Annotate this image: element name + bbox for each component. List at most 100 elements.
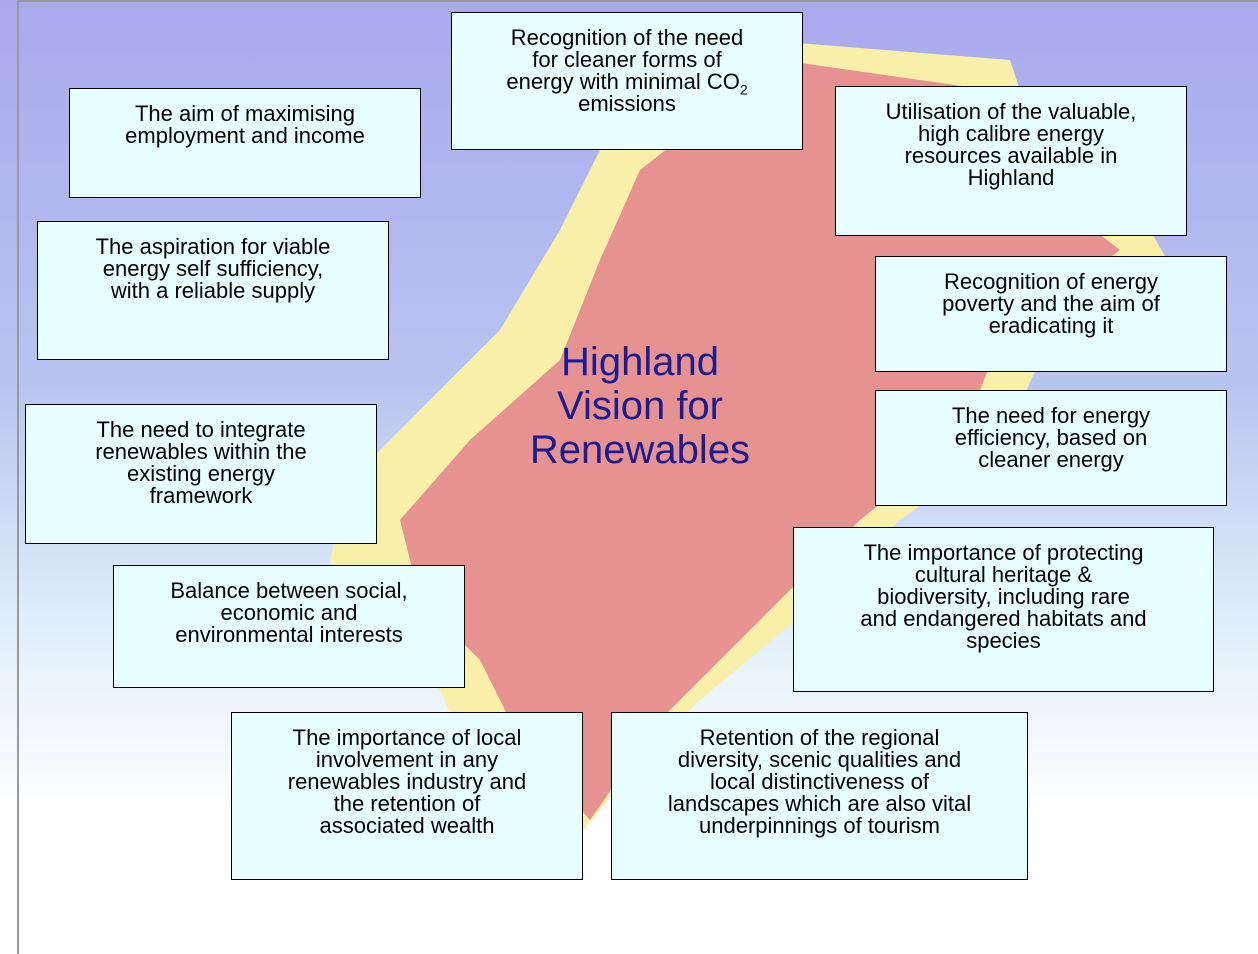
map-relief <box>400 60 1120 820</box>
text: cleaner energy <box>978 447 1124 472</box>
text: Utilisation of the valuable, <box>885 99 1137 124</box>
text-line: framework <box>26 485 376 507</box>
text: The need for energy <box>951 403 1151 428</box>
text: The need to integrate <box>96 417 306 442</box>
text: Retention of the regional <box>699 725 940 750</box>
text: The importance of protecting <box>863 540 1144 565</box>
text: involvement in any <box>315 747 499 772</box>
text-box: Recognition of energy poverty and the aim… <box>875 256 1227 372</box>
text: energy self sufficiency, <box>102 256 324 281</box>
text-line: The aim of maximising <box>70 103 420 125</box>
text: underpinnings of tourism <box>699 813 940 838</box>
text: with a reliable supply <box>110 278 316 303</box>
text-line: biodiversity, including rare <box>794 586 1213 608</box>
text-line: energy self sufficiency, <box>38 258 388 280</box>
text: landscapes which are also vital <box>667 791 972 816</box>
text-line: species <box>794 630 1213 652</box>
text-box: Recognition of the need for cleaner forms… <box>451 12 803 150</box>
text: The aspiration for viable <box>95 234 331 259</box>
text: environmental interests <box>175 622 403 647</box>
text-line: Highland <box>836 167 1186 189</box>
text-line: Recognition of energy <box>876 271 1226 293</box>
text-line: and endangered habitats and <box>794 608 1213 630</box>
text: associated wealth <box>319 813 495 838</box>
text: resources available in <box>904 143 1118 168</box>
text-line: emissions <box>452 93 802 115</box>
text-line: involvement in any <box>232 749 582 771</box>
text-line: The importance of protecting <box>794 542 1213 564</box>
text-line: The need to integrate <box>26 419 376 441</box>
text: diversity, scenic qualities and <box>677 747 962 772</box>
text-line: The aspiration for viable <box>38 236 388 258</box>
text-box: Retention of the regional diversity, scen… <box>611 712 1028 880</box>
text: employment and income <box>125 123 365 148</box>
text-line: Balance between social, <box>114 580 464 602</box>
text-line: cleaner energy <box>876 449 1226 471</box>
text-line: with a reliable supply <box>38 280 388 302</box>
text: the retention of <box>333 791 481 816</box>
text-line: energy with minimal CO2 <box>452 69 802 97</box>
text-line: Utilisation of the valuable, <box>836 101 1186 123</box>
text: local distinctiveness of <box>710 769 929 794</box>
text-box: The importance of protecting cultural her… <box>793 527 1214 692</box>
text: existing energy <box>127 461 275 486</box>
text: renewables within the <box>95 439 307 464</box>
text-box: The aspiration for viable energy self suf… <box>37 221 389 360</box>
text: The aim of maximising <box>134 101 356 126</box>
text: cultural heritage & <box>914 562 1093 587</box>
text-line: efficiency, based on <box>876 427 1226 449</box>
text-box: Balance between social, economic and envir… <box>113 565 465 688</box>
text: biodiversity, including rare <box>877 584 1130 609</box>
text-box: The need for energy efficiency, based on c… <box>875 390 1227 506</box>
text-line: resources available in <box>836 145 1186 167</box>
text-line: renewables within the <box>26 441 376 463</box>
text: species <box>966 628 1041 653</box>
text: for cleaner forms of <box>532 47 722 72</box>
text-box: The importance of local involvement in an… <box>231 712 583 880</box>
text-line: cultural heritage & <box>794 564 1213 586</box>
text-line: eradicating it <box>876 315 1226 337</box>
text: emissions <box>578 91 676 116</box>
text-line: diversity, scenic qualities and <box>612 749 1027 771</box>
title-line: Renewables <box>529 428 751 472</box>
text-line: existing energy <box>26 463 376 485</box>
text: eradicating it <box>988 313 1114 338</box>
text: efficiency, based on <box>954 425 1148 450</box>
text-line: Recognition of the need <box>452 27 802 49</box>
text-line: environmental interests <box>114 624 464 646</box>
text: Recognition of energy <box>943 269 1159 294</box>
text-box: The need to integrate renewables within t… <box>25 404 377 544</box>
text-line: landscapes which are also vital <box>612 793 1027 815</box>
text-line: economic and <box>114 602 464 624</box>
text: framework <box>149 483 253 508</box>
subscript: 2 <box>739 81 748 98</box>
text: high calibre energy <box>918 121 1104 146</box>
text-line: underpinnings of tourism <box>612 815 1027 837</box>
text-line: the retention of <box>232 793 582 815</box>
text: economic and <box>220 600 358 625</box>
text-line: high calibre energy <box>836 123 1186 145</box>
title-line: Highland <box>561 340 719 384</box>
text: poverty and the aim of <box>942 291 1160 316</box>
text-line: poverty and the aim of <box>876 293 1226 315</box>
text-line: The need for energy <box>876 405 1226 427</box>
text: The importance of local <box>292 725 522 750</box>
text: and endangered habitats and <box>860 606 1147 631</box>
text: energy with minimal CO <box>506 69 740 94</box>
text-line: for cleaner forms of <box>452 49 802 71</box>
text-line: The importance of local <box>232 727 582 749</box>
text: Recognition of the need <box>510 25 744 50</box>
title-line: Vision for <box>556 384 723 428</box>
text-line: Retention of the regional <box>612 727 1027 749</box>
text-box: The aim of maximising employment and inco… <box>69 88 421 198</box>
text-box: Utilisation of the valuable, high calibre… <box>835 86 1187 236</box>
text-line: associated wealth <box>232 815 582 837</box>
text: Balance between social, <box>170 578 408 603</box>
text: renewables industry and <box>287 769 527 794</box>
text-line: local distinctiveness of <box>612 771 1027 793</box>
title: Highland Vision for Renewables <box>440 340 840 472</box>
text: Highland <box>967 165 1055 190</box>
text-line: renewables industry and <box>232 771 582 793</box>
